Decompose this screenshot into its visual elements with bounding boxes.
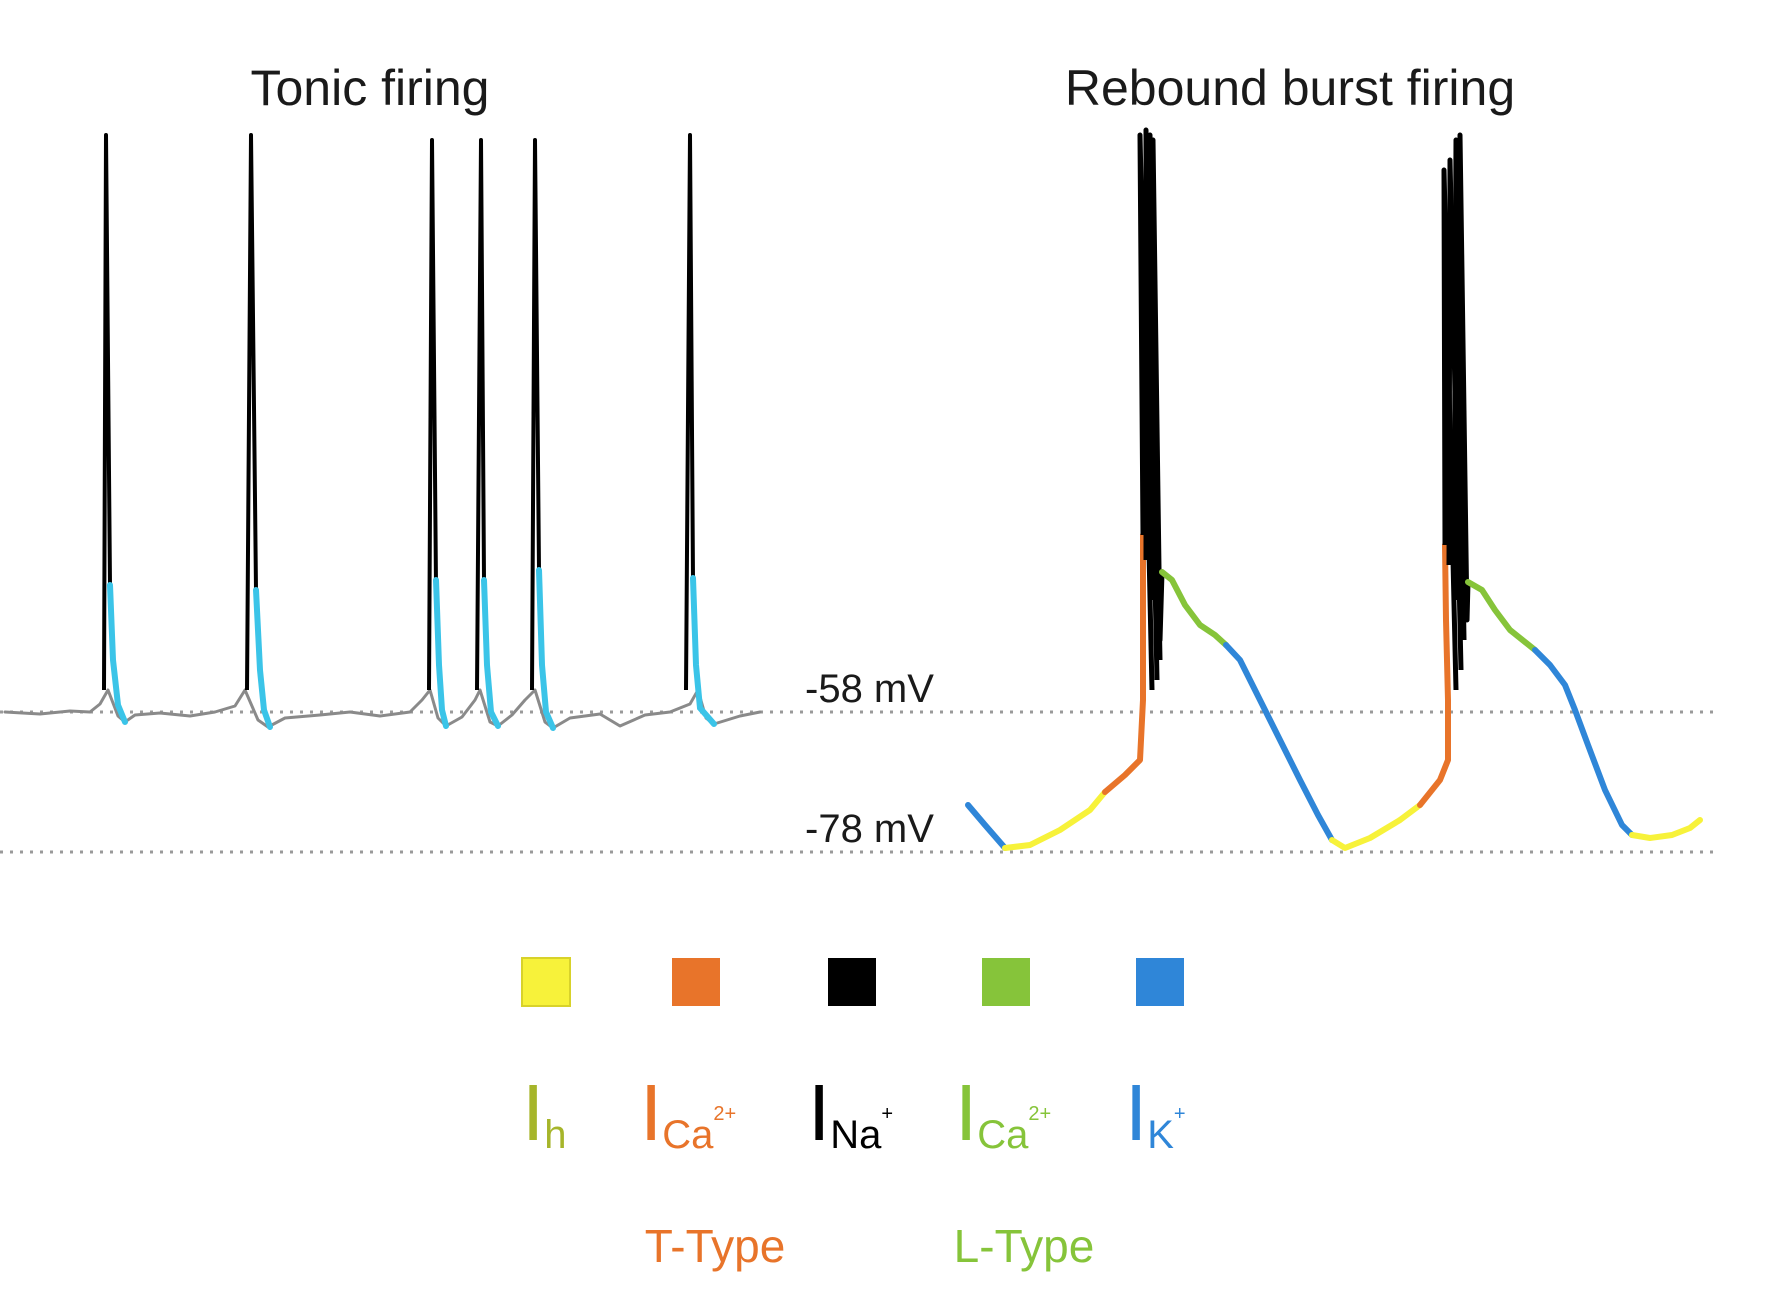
l-type-label: L-Type — [954, 1220, 1095, 1272]
legend-label-ih: Ih — [522, 1068, 566, 1157]
burst-ical-2 — [1465, 579, 1538, 653]
rebound-burst-trace — [965, 127, 1703, 851]
burst-ik-start — [965, 802, 1008, 851]
tonic-repol-5 — [536, 567, 556, 731]
level-label-78mv: -78 mV — [805, 807, 934, 851]
t-type-label: T-Type — [645, 1220, 786, 1272]
burst-1-spike-d — [1150, 137, 1165, 643]
burst-ih-3 — [1629, 817, 1703, 841]
tonic-repol-6 — [690, 575, 717, 727]
tonic-baseline-trace — [3, 688, 762, 730]
legend-swatch-icat — [672, 958, 720, 1006]
burst-ih-1 — [1002, 789, 1108, 851]
legend-label-ik: IK+ — [1125, 1068, 1186, 1157]
tonic-firing-title: Tonic firing — [251, 60, 490, 116]
legend-swatch-ih — [521, 957, 571, 1007]
tonic-repol-1 — [107, 582, 128, 725]
legend-label-ina: INa+ — [808, 1068, 893, 1157]
legend-swatch-ical — [982, 958, 1030, 1006]
tonic-spike-2 — [245, 133, 258, 691]
tonic-repol-3 — [433, 577, 449, 729]
tonic-spikes — [102, 133, 695, 691]
tonic-spike-6 — [684, 133, 695, 691]
legend-swatch-ik — [1136, 958, 1184, 1006]
burst-2-spike-c — [1451, 137, 1467, 641]
tonic-spike-4 — [475, 138, 486, 691]
legend-label-ical: ICa2+ — [955, 1068, 1051, 1157]
burst-2-spike-d — [1455, 132, 1471, 623]
tonic-repolarization — [107, 567, 717, 731]
burst-icat-1 — [1102, 532, 1146, 795]
tonic-spike-1 — [102, 133, 112, 691]
burst-2-spikes — [1441, 132, 1471, 691]
level-label-58mv: -58 mV — [805, 667, 934, 711]
legend-swatch-ina — [828, 958, 876, 1006]
burst-ical-1 — [1159, 569, 1229, 648]
current-legend: Ih ICa2+ INa+ ICa2+ IK+ T-Type L-Type — [521, 957, 1186, 1272]
burst-ik-2 — [1532, 647, 1635, 838]
tonic-repol-2 — [253, 587, 273, 730]
burst-ih-2 — [1329, 802, 1423, 851]
burst-1-spikes — [1137, 127, 1165, 691]
tonic-spike-3 — [427, 138, 438, 691]
burst-ik-1 — [1223, 642, 1335, 843]
tonic-spike-5 — [530, 138, 541, 691]
rebound-burst-firing-title: Rebound burst firing — [1065, 60, 1515, 116]
burst-icat-2 — [1417, 542, 1451, 808]
legend-label-icat: ICa2+ — [640, 1068, 736, 1157]
tonic-firing-trace — [3, 133, 762, 731]
tonic-repol-4 — [481, 577, 501, 729]
